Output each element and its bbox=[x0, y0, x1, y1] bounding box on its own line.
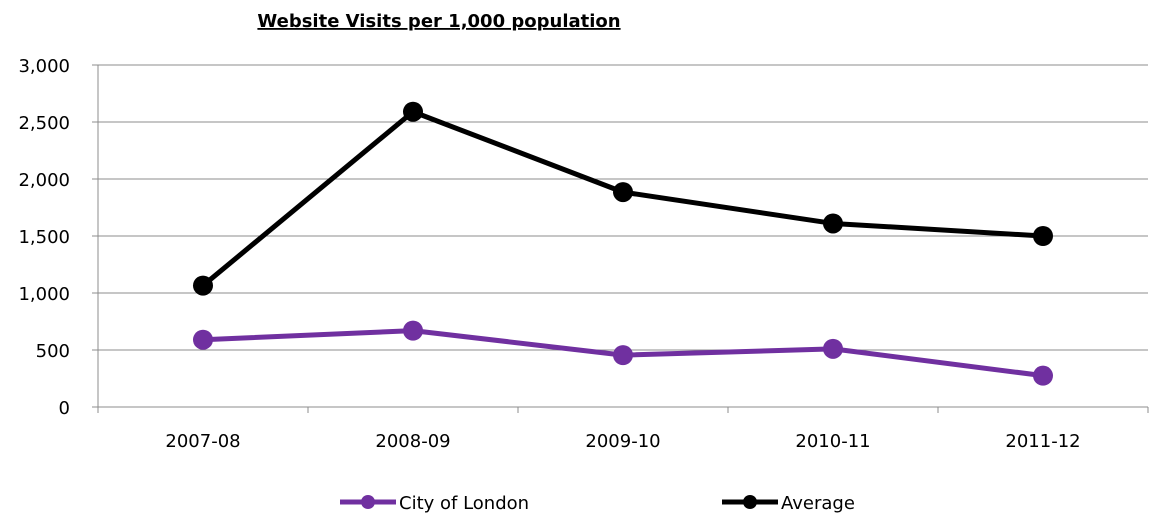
y-axis-ticks: 0 500 1,000 1,500 2,000 2,500 3,000 bbox=[18, 56, 70, 419]
data-point bbox=[613, 345, 633, 366]
y-tick-label: 1,500 bbox=[18, 227, 70, 248]
data-point bbox=[823, 213, 843, 234]
chart-title: Website Visits per 1,000 population bbox=[257, 11, 620, 32]
data-point bbox=[193, 329, 213, 350]
data-point bbox=[403, 101, 423, 122]
data-point bbox=[403, 320, 423, 341]
data-point bbox=[1033, 365, 1053, 386]
axes bbox=[92, 64, 1149, 413]
y-tick-label: 3,000 bbox=[18, 56, 70, 77]
y-tick-label: 1,000 bbox=[18, 284, 70, 305]
data-point bbox=[823, 338, 843, 359]
x-tick-label: 2010-11 bbox=[795, 431, 870, 452]
data-point bbox=[613, 182, 633, 203]
data-point bbox=[193, 275, 213, 296]
legend: City of London Average bbox=[340, 493, 855, 514]
x-tick-label: 2008-09 bbox=[375, 431, 450, 452]
y-tick-label: 0 bbox=[59, 398, 70, 419]
x-tick-label: 2011-12 bbox=[1005, 431, 1080, 452]
legend-label: Average bbox=[781, 493, 855, 514]
y-tick-label: 500 bbox=[36, 341, 70, 362]
x-tick-label: 2009-10 bbox=[585, 431, 660, 452]
y-tick-label: 2,500 bbox=[18, 113, 70, 134]
grid-lines bbox=[98, 64, 1148, 351]
y-tick-label: 2,000 bbox=[18, 170, 70, 191]
x-tick-label: 2007-08 bbox=[165, 431, 240, 452]
series-group bbox=[193, 101, 1053, 386]
data-point bbox=[1033, 226, 1053, 246]
x-axis-ticks: 2007-08 2008-09 2009-10 2010-11 2011-12 bbox=[165, 431, 1080, 452]
legend-marker bbox=[743, 495, 757, 509]
legend-marker bbox=[361, 495, 375, 509]
legend-label: City of London bbox=[399, 493, 529, 514]
